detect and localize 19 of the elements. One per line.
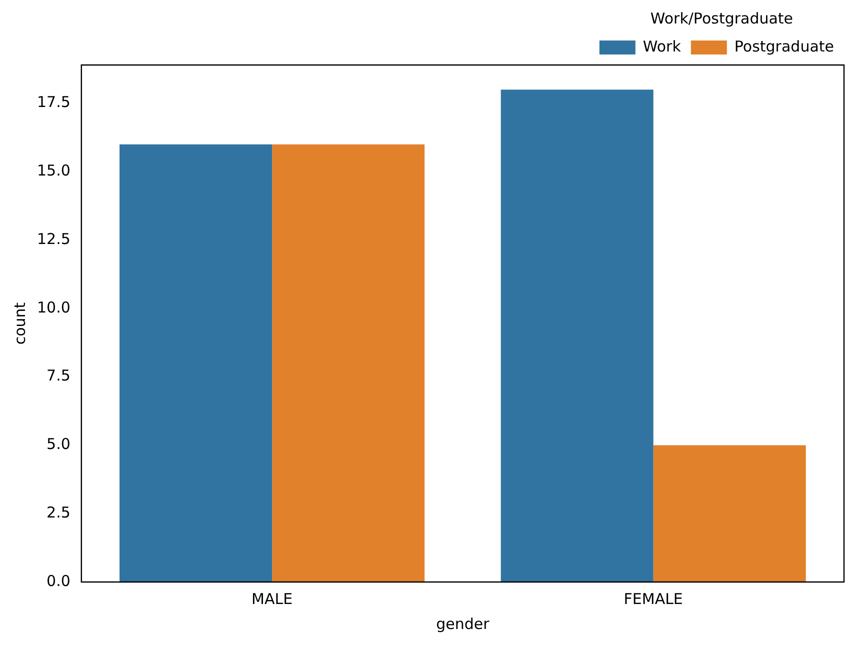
y-tick-label: 17.5 [36,93,70,112]
y-tick-label: 0.0 [46,572,70,590]
bar [120,144,272,582]
y-tick-label: 12.5 [36,230,70,248]
bar [653,445,806,582]
y-tick-label: 5.0 [46,435,70,454]
bar [272,144,425,582]
bar [500,90,654,582]
y-tick-label: 15.0 [36,162,70,180]
legend-label: Work [642,37,682,56]
x-axis-title: gender [436,614,490,633]
legend-label: Postgraduate [734,37,834,56]
y-tick-label: 10.0 [36,298,70,316]
legend-title: Work/Postgraduate [650,9,794,28]
y-axis-title: count [10,302,29,345]
y-tick-label: 2.5 [46,504,70,522]
y-tick-label: 7.5 [46,366,70,385]
x-tick-label: MALE [252,590,293,608]
x-tick-label: FEMALE [624,590,683,608]
